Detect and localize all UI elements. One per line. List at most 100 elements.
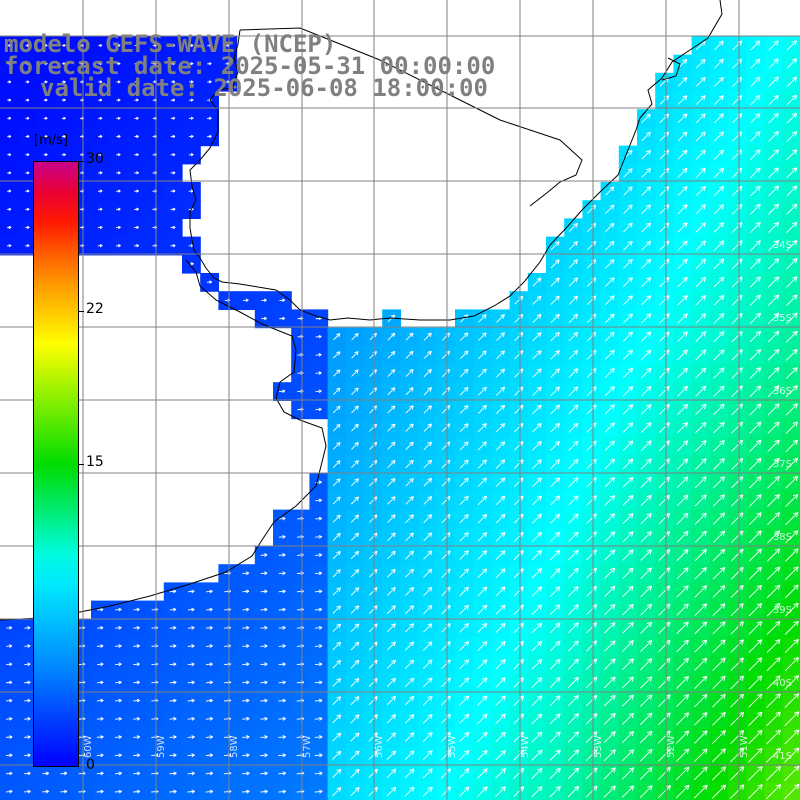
wind-arrow [694, 530, 707, 543]
lon-label: 60W [83, 735, 94, 758]
wind-arrow [333, 405, 341, 414]
wind-arrow [768, 40, 779, 51]
wind-arrow [785, 493, 799, 507]
wind-arrow [694, 494, 707, 507]
wind-arrow [713, 440, 725, 452]
wind-arrow [459, 386, 469, 396]
wind-arrow [549, 785, 561, 798]
wind-arrow [189, 43, 194, 48]
wind-arrow [621, 767, 635, 780]
wind-arrow [640, 621, 653, 634]
wind-arrow [622, 494, 634, 506]
wind-arrow [675, 766, 690, 781]
wind-arrow [405, 405, 414, 414]
wind-arrow [532, 295, 542, 305]
wind-arrow [5, 789, 13, 794]
wind-arrow [748, 675, 763, 690]
wind-arrow [749, 476, 762, 489]
wind-arrow [622, 640, 634, 652]
wind-arrow [676, 567, 689, 580]
wind-arrow [24, 771, 31, 776]
wind-arrow [767, 475, 780, 489]
wind-arrow [169, 589, 177, 594]
wind-arrow [641, 168, 651, 178]
wind-arrow [639, 712, 653, 726]
wind-arrow [187, 644, 195, 648]
wind-arrow [641, 204, 651, 215]
wind-arrow [784, 693, 800, 708]
wind-arrow [188, 134, 194, 139]
wind-arrow [712, 603, 726, 617]
wind-arrow [351, 460, 359, 468]
wind-arrow [531, 604, 543, 615]
wind-arrow [695, 222, 706, 233]
wind-arrow [641, 331, 652, 342]
wind-arrow [586, 386, 597, 397]
wind-arrow [695, 58, 706, 69]
wind-arrow [731, 294, 743, 306]
wind-arrow [784, 638, 799, 654]
wind-arrow [532, 386, 542, 396]
wind-arrow [314, 789, 323, 794]
wind-arrow [640, 367, 652, 379]
wind-arrow [96, 698, 104, 703]
wind-arrow [350, 514, 359, 523]
wind-arrow [586, 513, 597, 524]
wind-arrow [729, 766, 745, 781]
lat-label: 38S [773, 532, 792, 543]
wind-arrow [550, 440, 561, 451]
wind-arrow [496, 314, 505, 323]
wind-arrow [61, 153, 66, 157]
wind-arrow [641, 277, 652, 288]
wind-arrow [350, 478, 359, 487]
wind-arrow [641, 149, 651, 160]
wind-arrow [605, 186, 615, 196]
colorbar-tick-22: 22 [86, 301, 104, 317]
wind-arrow [785, 367, 798, 379]
wind-arrow [333, 387, 341, 395]
wind-arrow [96, 789, 104, 794]
wind-arrow [314, 644, 323, 648]
wind-arrow [351, 441, 359, 450]
wind-arrow [677, 331, 688, 342]
wind-arrow [550, 332, 560, 342]
wind-arrow [350, 605, 360, 614]
wind-arrow [767, 385, 780, 398]
wind-arrow [659, 240, 670, 251]
wind-arrow [423, 514, 433, 524]
wind-arrow [242, 571, 250, 576]
wind-arrow [712, 476, 725, 489]
wind-arrow [6, 717, 13, 721]
wind-arrow [187, 625, 195, 630]
wind-arrow [603, 785, 616, 798]
wind-arrow [513, 513, 524, 524]
wind-arrow [260, 789, 268, 794]
wind-arrow [25, 134, 30, 139]
wind-arrow [24, 698, 31, 703]
wind-arrow [765, 784, 782, 800]
wind-arrow [749, 349, 762, 361]
wind-arrow [712, 693, 726, 708]
wind-arrow [261, 316, 267, 321]
wind-arrow [260, 625, 268, 630]
wind-arrow [206, 280, 213, 284]
wind-arrow [25, 207, 30, 211]
wind-arrow [549, 640, 561, 652]
wind-arrow [785, 312, 798, 325]
wind-arrow [134, 43, 139, 48]
wind-arrow [134, 189, 139, 193]
wind-arrow [170, 134, 176, 139]
wind-arrow [604, 513, 616, 525]
wind-arrow [332, 696, 342, 706]
lat-label: 39S [773, 605, 792, 616]
wind-arrow [477, 495, 487, 506]
wind-arrow [422, 713, 433, 724]
wind-arrow [677, 295, 688, 306]
wind-arrow [749, 203, 761, 215]
wind-arrow [459, 641, 470, 651]
wind-arrow [748, 548, 762, 562]
wind-arrow [133, 607, 140, 612]
wind-arrow [315, 353, 322, 357]
wind-arrow [532, 495, 542, 506]
wind-arrow [749, 512, 762, 525]
